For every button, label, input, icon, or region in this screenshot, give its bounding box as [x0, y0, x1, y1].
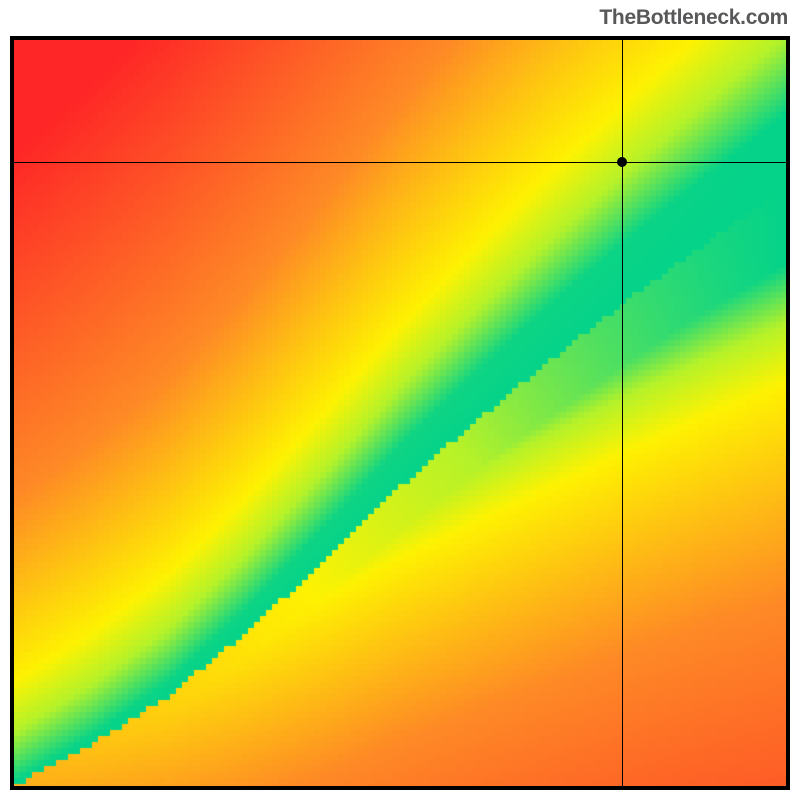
crosshair-vertical	[622, 40, 623, 786]
heatmap-canvas	[14, 40, 786, 786]
crosshair-marker	[617, 157, 627, 167]
crosshair-horizontal	[14, 162, 786, 163]
watermark-text: TheBottleneck.com	[599, 6, 788, 30]
chart-container: TheBottleneck.com	[0, 0, 800, 800]
heatmap-chart	[10, 36, 790, 790]
